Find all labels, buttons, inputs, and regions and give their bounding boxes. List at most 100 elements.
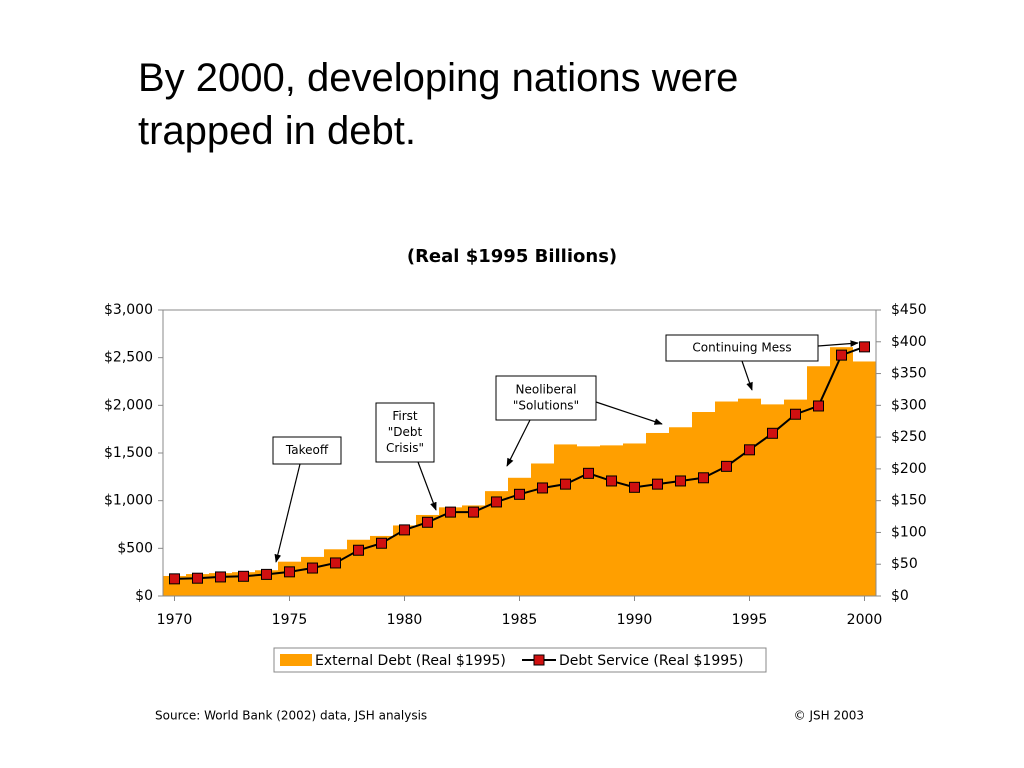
debt-bar — [186, 574, 209, 596]
y2-tick-label: $450 — [891, 302, 927, 318]
debt-bar — [692, 412, 715, 596]
x-tick-label: 2000 — [847, 612, 883, 628]
legend-swatch — [280, 654, 312, 666]
debt-bar — [163, 575, 186, 596]
debt-bar — [508, 477, 531, 596]
legend-frame — [273, 647, 767, 673]
debt-bar — [853, 361, 876, 596]
legend: External Debt (Real $1995) Debt Service (… — [273, 647, 767, 673]
y-tick-label: $2,500 — [104, 350, 153, 366]
y2-tick-label: $300 — [891, 397, 927, 413]
debt-service-marker — [284, 566, 295, 578]
debt-bar — [462, 505, 485, 596]
debt-bar — [715, 401, 738, 596]
debt-service-marker — [514, 488, 525, 500]
plot-area — [163, 341, 876, 596]
annotation-arrow — [595, 401, 663, 425]
legend-marker — [533, 654, 545, 666]
debt-service-marker — [721, 460, 732, 472]
debt-bar — [531, 463, 554, 596]
y2-tick-label: $50 — [891, 556, 918, 572]
debt-service-marker — [836, 349, 847, 361]
debt-bar — [623, 443, 646, 596]
y-tick-label: $3,000 — [104, 302, 153, 318]
annotation-box — [665, 334, 819, 362]
debt-service-marker — [422, 516, 433, 528]
debt-bar — [370, 535, 393, 596]
source: Source: World Bank (2002) data, JSH anal… — [155, 709, 427, 723]
debt-service-marker — [583, 467, 594, 479]
annotation-text: Takeoff — [285, 443, 329, 457]
annotation-box — [272, 436, 342, 465]
y2-tick-label: $150 — [891, 493, 927, 509]
annotation-arrow — [817, 340, 859, 347]
debt-bar — [600, 445, 623, 596]
debt-bar — [830, 347, 853, 596]
debt-bar — [255, 570, 278, 596]
debt-service-marker — [238, 570, 249, 582]
debt-bar — [807, 366, 830, 596]
slide-title: By 2000, developing nations were trapped… — [138, 56, 739, 153]
y2-tick-label: $250 — [891, 429, 927, 445]
chart-title: (Real $1995 Billions) — [407, 246, 617, 267]
debt-service-marker — [606, 475, 617, 487]
debt-service-marker — [652, 478, 663, 490]
debt-bar — [784, 399, 807, 596]
debt-service-marker — [261, 568, 272, 580]
y2-tick-label: $350 — [891, 366, 927, 382]
debt-service-marker — [192, 572, 203, 584]
debt-service-marker — [376, 537, 387, 549]
debt-bar — [761, 404, 784, 596]
debt-service-marker — [790, 408, 801, 420]
x-tick-label: 1985 — [502, 612, 538, 628]
credit: © JSH 2003 — [794, 709, 864, 723]
debt-service-marker — [353, 544, 364, 556]
y-tick-label: $2,000 — [104, 397, 153, 413]
y-tick-label: $500 — [117, 540, 153, 556]
debt-service-marker — [169, 573, 180, 585]
debt-bar — [393, 525, 416, 596]
annotation-arrow — [741, 360, 753, 391]
debt-bar — [416, 514, 439, 596]
annotations: Takeoff First "Debt Crisis" Neoliberal "Solut… — [272, 334, 859, 563]
debt-bar — [738, 398, 761, 596]
y2-tick-label: $200 — [891, 461, 927, 477]
debt-service-marker — [537, 482, 548, 494]
debt-service-marker — [629, 481, 640, 493]
x-tick-label: 1995 — [732, 612, 768, 628]
y-tick-label: $1,000 — [104, 493, 153, 509]
debt-service-marker — [560, 478, 571, 490]
debt-service-marker — [491, 496, 502, 508]
debt-bar — [324, 549, 347, 596]
annotation-arrow — [506, 419, 531, 467]
annotation-box — [495, 375, 597, 421]
annotation-text: Continuing Mess — [692, 341, 791, 355]
y-tick-label: $1,500 — [104, 445, 153, 461]
debt-service-marker — [399, 524, 410, 536]
annotation-text: Neoliberal — [516, 383, 577, 397]
annotation-box — [375, 402, 435, 463]
legend-label: Debt Service (Real $1995) — [559, 653, 744, 669]
debt-service-marker — [813, 400, 824, 412]
y2-tick-label: $100 — [891, 524, 927, 540]
debt-bar — [554, 444, 577, 596]
debt-bar — [439, 507, 462, 596]
debt-service-marker — [744, 444, 755, 456]
debt-bar — [485, 491, 508, 596]
debt-service-marker — [445, 506, 456, 518]
annotation-text: "Debt — [388, 425, 423, 439]
annotation-arrow — [274, 463, 301, 563]
debt-bar — [209, 573, 232, 596]
debt-bar — [646, 432, 669, 596]
debt-service-marker — [468, 506, 479, 518]
debt-service-marker — [859, 341, 870, 353]
x-tick-label: 1980 — [387, 612, 423, 628]
y2-tick-label: $0 — [891, 588, 909, 604]
debt-service-marker — [330, 557, 341, 569]
debt-service-marker — [698, 472, 709, 484]
x-tick-label: 1990 — [617, 612, 653, 628]
debt-service-marker — [307, 562, 318, 574]
debt-service-marker — [215, 571, 226, 583]
